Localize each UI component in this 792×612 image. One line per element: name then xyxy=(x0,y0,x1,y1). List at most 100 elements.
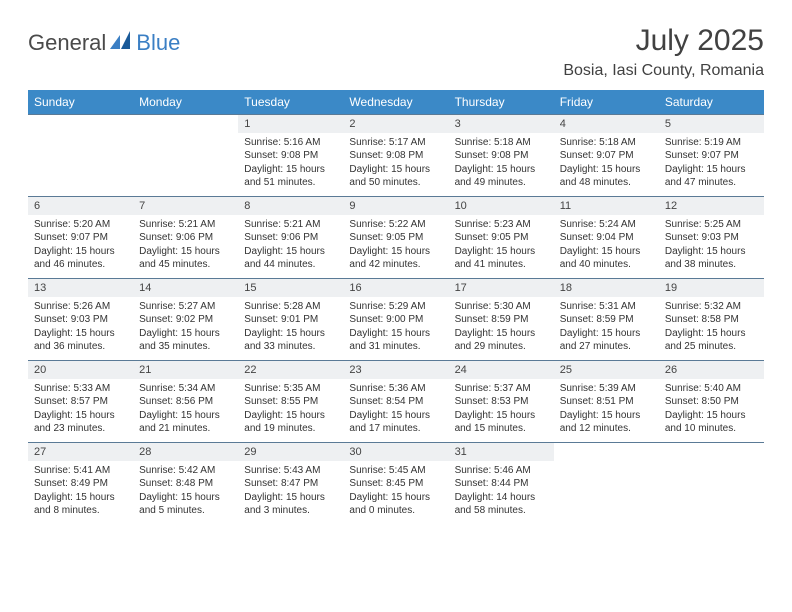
day-cell: Sunrise: 5:24 AMSunset: 9:04 PMDaylight:… xyxy=(554,215,659,279)
daylight-text: Daylight: 15 hours and 12 minutes. xyxy=(560,409,653,436)
day-number: 23 xyxy=(343,361,448,379)
daylight-text: Daylight: 15 hours and 50 minutes. xyxy=(349,163,442,190)
daylight-text: Daylight: 15 hours and 5 minutes. xyxy=(139,491,232,518)
daylight-text: Daylight: 15 hours and 21 minutes. xyxy=(139,409,232,436)
sunset-text: Sunset: 9:08 PM xyxy=(455,149,548,163)
sunrise-text: Sunrise: 5:20 AM xyxy=(34,218,127,232)
daylight-text: Daylight: 15 hours and 40 minutes. xyxy=(560,245,653,272)
daylight-text: Daylight: 15 hours and 51 minutes. xyxy=(244,163,337,190)
day-number: 17 xyxy=(449,279,554,297)
day-number: 13 xyxy=(28,279,133,297)
day-number: 7 xyxy=(133,197,238,215)
logo-text-general: General xyxy=(28,30,106,56)
day-number: 11 xyxy=(554,197,659,215)
sunset-text: Sunset: 8:55 PM xyxy=(244,395,337,409)
daylight-text: Daylight: 15 hours and 8 minutes. xyxy=(34,491,127,518)
day-number-row: 13141516171819 xyxy=(28,279,764,297)
day-cell: Sunrise: 5:18 AMSunset: 9:07 PMDaylight:… xyxy=(554,133,659,197)
day-number: 22 xyxy=(238,361,343,379)
day-number: 29 xyxy=(238,443,343,461)
header-thursday: Thursday xyxy=(449,90,554,115)
day-number: 6 xyxy=(28,197,133,215)
day-cell: Sunrise: 5:31 AMSunset: 8:59 PMDaylight:… xyxy=(554,297,659,361)
header-saturday: Saturday xyxy=(659,90,764,115)
sunset-text: Sunset: 8:56 PM xyxy=(139,395,232,409)
day-number: 14 xyxy=(133,279,238,297)
day-cell: Sunrise: 5:45 AMSunset: 8:45 PMDaylight:… xyxy=(343,461,448,525)
sunset-text: Sunset: 9:06 PM xyxy=(139,231,232,245)
sunrise-text: Sunrise: 5:29 AM xyxy=(349,300,442,314)
day-cell: Sunrise: 5:46 AMSunset: 8:44 PMDaylight:… xyxy=(449,461,554,525)
header-tuesday: Tuesday xyxy=(238,90,343,115)
day-cell: Sunrise: 5:40 AMSunset: 8:50 PMDaylight:… xyxy=(659,379,764,443)
daylight-text: Daylight: 15 hours and 36 minutes. xyxy=(34,327,127,354)
daylight-text: Daylight: 14 hours and 58 minutes. xyxy=(455,491,548,518)
day-content-row: Sunrise: 5:41 AMSunset: 8:49 PMDaylight:… xyxy=(28,461,764,525)
day-cell: Sunrise: 5:29 AMSunset: 9:00 PMDaylight:… xyxy=(343,297,448,361)
daylight-text: Daylight: 15 hours and 29 minutes. xyxy=(455,327,548,354)
sunrise-text: Sunrise: 5:30 AM xyxy=(455,300,548,314)
day-cell: Sunrise: 5:18 AMSunset: 9:08 PMDaylight:… xyxy=(449,133,554,197)
day-content-row: Sunrise: 5:20 AMSunset: 9:07 PMDaylight:… xyxy=(28,215,764,279)
empty-day-cell xyxy=(659,461,764,525)
day-number: 4 xyxy=(554,115,659,133)
empty-day-cell xyxy=(554,461,659,525)
day-number: 19 xyxy=(659,279,764,297)
sunset-text: Sunset: 8:58 PM xyxy=(665,313,758,327)
day-cell: Sunrise: 5:37 AMSunset: 8:53 PMDaylight:… xyxy=(449,379,554,443)
sunset-text: Sunset: 9:07 PM xyxy=(665,149,758,163)
daylight-text: Daylight: 15 hours and 0 minutes. xyxy=(349,491,442,518)
sunset-text: Sunset: 8:59 PM xyxy=(455,313,548,327)
day-cell: Sunrise: 5:25 AMSunset: 9:03 PMDaylight:… xyxy=(659,215,764,279)
sunrise-text: Sunrise: 5:23 AM xyxy=(455,218,548,232)
sunset-text: Sunset: 8:47 PM xyxy=(244,477,337,491)
empty-day-number xyxy=(659,443,764,461)
day-cell: Sunrise: 5:21 AMSunset: 9:06 PMDaylight:… xyxy=(133,215,238,279)
day-cell: Sunrise: 5:28 AMSunset: 9:01 PMDaylight:… xyxy=(238,297,343,361)
header-wednesday: Wednesday xyxy=(343,90,448,115)
sunrise-text: Sunrise: 5:27 AM xyxy=(139,300,232,314)
day-number: 20 xyxy=(28,361,133,379)
sunset-text: Sunset: 9:08 PM xyxy=(349,149,442,163)
weekday-header-row: Sunday Monday Tuesday Wednesday Thursday… xyxy=(28,90,764,115)
sunrise-text: Sunrise: 5:37 AM xyxy=(455,382,548,396)
day-number-row: 20212223242526 xyxy=(28,361,764,379)
sunset-text: Sunset: 8:54 PM xyxy=(349,395,442,409)
sunset-text: Sunset: 9:01 PM xyxy=(244,313,337,327)
daylight-text: Daylight: 15 hours and 19 minutes. xyxy=(244,409,337,436)
day-number: 2 xyxy=(343,115,448,133)
day-cell: Sunrise: 5:30 AMSunset: 8:59 PMDaylight:… xyxy=(449,297,554,361)
sunrise-text: Sunrise: 5:16 AM xyxy=(244,136,337,150)
day-number: 21 xyxy=(133,361,238,379)
sunset-text: Sunset: 9:04 PM xyxy=(560,231,653,245)
sunset-text: Sunset: 9:02 PM xyxy=(139,313,232,327)
sunrise-text: Sunrise: 5:36 AM xyxy=(349,382,442,396)
day-cell: Sunrise: 5:22 AMSunset: 9:05 PMDaylight:… xyxy=(343,215,448,279)
daylight-text: Daylight: 15 hours and 47 minutes. xyxy=(665,163,758,190)
day-number: 16 xyxy=(343,279,448,297)
day-number: 5 xyxy=(659,115,764,133)
sunrise-text: Sunrise: 5:34 AM xyxy=(139,382,232,396)
sunrise-text: Sunrise: 5:32 AM xyxy=(665,300,758,314)
daylight-text: Daylight: 15 hours and 25 minutes. xyxy=(665,327,758,354)
sunrise-text: Sunrise: 5:39 AM xyxy=(560,382,653,396)
sunset-text: Sunset: 9:06 PM xyxy=(244,231,337,245)
sunset-text: Sunset: 8:45 PM xyxy=(349,477,442,491)
day-number: 30 xyxy=(343,443,448,461)
day-cell: Sunrise: 5:16 AMSunset: 9:08 PMDaylight:… xyxy=(238,133,343,197)
day-content-row: Sunrise: 5:16 AMSunset: 9:08 PMDaylight:… xyxy=(28,133,764,197)
header: General Blue July 2025 Bosia, Iasi Count… xyxy=(28,24,764,80)
sunrise-text: Sunrise: 5:31 AM xyxy=(560,300,653,314)
day-number: 31 xyxy=(449,443,554,461)
daylight-text: Daylight: 15 hours and 48 minutes. xyxy=(560,163,653,190)
day-cell: Sunrise: 5:17 AMSunset: 9:08 PMDaylight:… xyxy=(343,133,448,197)
day-cell: Sunrise: 5:20 AMSunset: 9:07 PMDaylight:… xyxy=(28,215,133,279)
daylight-text: Daylight: 15 hours and 41 minutes. xyxy=(455,245,548,272)
empty-day-number xyxy=(133,115,238,133)
day-number: 25 xyxy=(554,361,659,379)
daylight-text: Daylight: 15 hours and 17 minutes. xyxy=(349,409,442,436)
sunrise-text: Sunrise: 5:18 AM xyxy=(455,136,548,150)
daylight-text: Daylight: 15 hours and 33 minutes. xyxy=(244,327,337,354)
logo-sail-icon xyxy=(110,31,132,56)
header-friday: Friday xyxy=(554,90,659,115)
